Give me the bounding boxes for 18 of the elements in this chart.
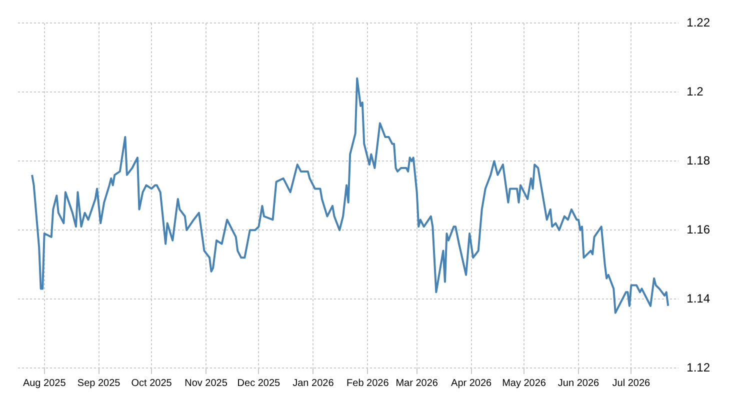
y-tick-label: 1.14 — [686, 291, 710, 306]
x-tick-label: Aug 2025 — [22, 378, 66, 389]
x-tick-label: Sep 2025 — [77, 378, 121, 389]
x-tick-label: May 2026 — [502, 378, 546, 389]
x-tick-label: Jan 2026 — [292, 378, 334, 389]
x-tick-label: Jun 2026 — [558, 378, 600, 389]
x-tick-label: Oct 2025 — [131, 378, 172, 389]
y-tick-label: 1.2 — [686, 84, 704, 98]
x-tick-label: Feb 2026 — [346, 378, 390, 389]
x-tick-label: Jul 2026 — [612, 378, 651, 389]
y-tick-label: 1.18 — [686, 153, 710, 168]
x-tick-label: Dec 2025 — [237, 378, 281, 389]
y-tick-label: 1.16 — [686, 222, 710, 236]
x-tick-label: Apr 2026 — [451, 378, 492, 389]
y-tick-label: 1.22 — [686, 16, 710, 30]
x-tick-label: Nov 2025 — [184, 378, 228, 389]
x-tick-label: Mar 2026 — [396, 378, 438, 389]
y-tick-label: 1.12 — [686, 360, 710, 374]
